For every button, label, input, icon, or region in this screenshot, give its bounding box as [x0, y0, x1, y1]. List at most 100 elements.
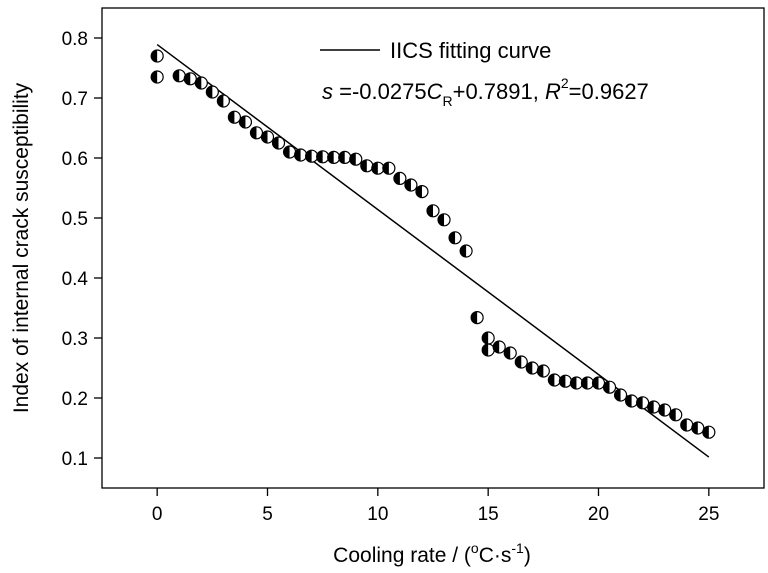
- data-point-half: [526, 362, 533, 374]
- data-point: [216, 94, 230, 108]
- data-point-half: [482, 332, 489, 344]
- data-point-half: [559, 375, 566, 388]
- eq-sub-r: R: [442, 93, 452, 109]
- data-point: [481, 343, 495, 357]
- y-tick-label: 0.4: [62, 269, 89, 290]
- data-point-half: [371, 162, 378, 175]
- eq-s: s: [322, 79, 333, 104]
- data-point: [271, 136, 286, 150]
- data-point-half: [438, 213, 445, 226]
- data-point: [382, 161, 396, 175]
- data-point-half: [603, 381, 610, 394]
- data-point-half: [305, 150, 312, 163]
- x-title-main: Cooling rate / (: [333, 544, 471, 567]
- data-point: [481, 331, 495, 345]
- y-tick-label: 0.6: [62, 149, 88, 170]
- data-point: [636, 396, 650, 410]
- data-point-half: [404, 179, 411, 191]
- data-point-half: [217, 95, 224, 107]
- data-point: [338, 150, 352, 164]
- data-point: [194, 76, 208, 90]
- data-point-half: [283, 146, 290, 158]
- data-point-half: [184, 72, 191, 85]
- y-tick-label: 0.5: [62, 209, 88, 230]
- data-point: [702, 425, 716, 439]
- data-point: [558, 374, 573, 388]
- data-point: [305, 149, 319, 163]
- data-point-half: [327, 151, 334, 164]
- data-point-half: [482, 344, 489, 356]
- data-point: [547, 373, 561, 387]
- eq-c: C: [427, 79, 443, 104]
- data-point: [371, 161, 385, 175]
- data-point: [227, 110, 241, 124]
- data-point-half: [493, 341, 500, 353]
- data-point: [525, 361, 539, 375]
- data-point: [602, 380, 617, 394]
- eq-part2: +0.7891,: [453, 79, 545, 104]
- data-point: [327, 150, 341, 164]
- data-point: [514, 355, 528, 369]
- data-point-half: [261, 131, 268, 143]
- data-point: [613, 388, 628, 402]
- data-point: [183, 72, 197, 86]
- data-point: [349, 152, 363, 166]
- data-point: [294, 148, 308, 162]
- data-point: [238, 115, 253, 129]
- data-point: [459, 244, 473, 258]
- fit-line: [156, 43, 710, 458]
- data-point: [624, 394, 639, 408]
- data-point: [591, 376, 606, 390]
- fit-equation: s =-0.0275CR+0.7891, R2=0.9627: [322, 75, 649, 109]
- data-point-half: [471, 311, 478, 324]
- data-point-half: [272, 137, 279, 149]
- data-point-half: [460, 245, 467, 257]
- eq-part3: =0.9627: [569, 79, 649, 104]
- data-point: [426, 204, 440, 218]
- x-tick-label: 20: [588, 504, 609, 525]
- data-point: [437, 213, 451, 227]
- data-point: [691, 421, 705, 435]
- data-point-half: [173, 69, 180, 82]
- data-point-half: [504, 347, 511, 359]
- data-point-half: [669, 408, 676, 421]
- data-point-half: [151, 50, 158, 62]
- data-point-half: [415, 185, 422, 198]
- data-point-half: [680, 419, 687, 431]
- data-point-half: [338, 151, 345, 164]
- data-point-half: [647, 401, 654, 413]
- data-point-half: [658, 404, 665, 416]
- data-point-half: [427, 204, 433, 217]
- data-point: [492, 340, 506, 354]
- y-axis-title: Index of internal crack susceptibility: [10, 82, 33, 413]
- data-point-half: [592, 377, 599, 389]
- data-point-half: [382, 162, 389, 175]
- data-point: [393, 171, 407, 185]
- data-point: [569, 376, 584, 390]
- data-point: [316, 150, 330, 164]
- eq-sup-2: 2: [561, 75, 569, 91]
- data-point-half: [449, 231, 456, 244]
- data-point-half: [294, 149, 301, 161]
- data-point-half: [548, 374, 555, 386]
- data-point-half: [316, 150, 323, 163]
- data-point-half: [515, 356, 522, 368]
- y-tick-label: 0.1: [62, 449, 88, 470]
- x-tick-label: 10: [367, 504, 388, 525]
- data-point-half: [537, 365, 544, 377]
- data-point-half: [581, 377, 588, 389]
- data-point: [580, 376, 595, 390]
- data-point: [470, 311, 484, 325]
- y-tick-label: 0.2: [62, 389, 88, 410]
- legend-label: IICS fitting curve: [390, 38, 551, 63]
- x-title-unit: C·s: [479, 544, 512, 567]
- eq-r: R: [545, 79, 561, 104]
- x-title-end: ): [524, 544, 531, 567]
- data-point-half: [691, 422, 698, 434]
- plot-frame: [101, 7, 765, 489]
- data-point-half: [360, 159, 367, 172]
- data-point: [669, 408, 683, 422]
- data-point-half: [228, 111, 235, 124]
- data-point-half: [702, 426, 709, 439]
